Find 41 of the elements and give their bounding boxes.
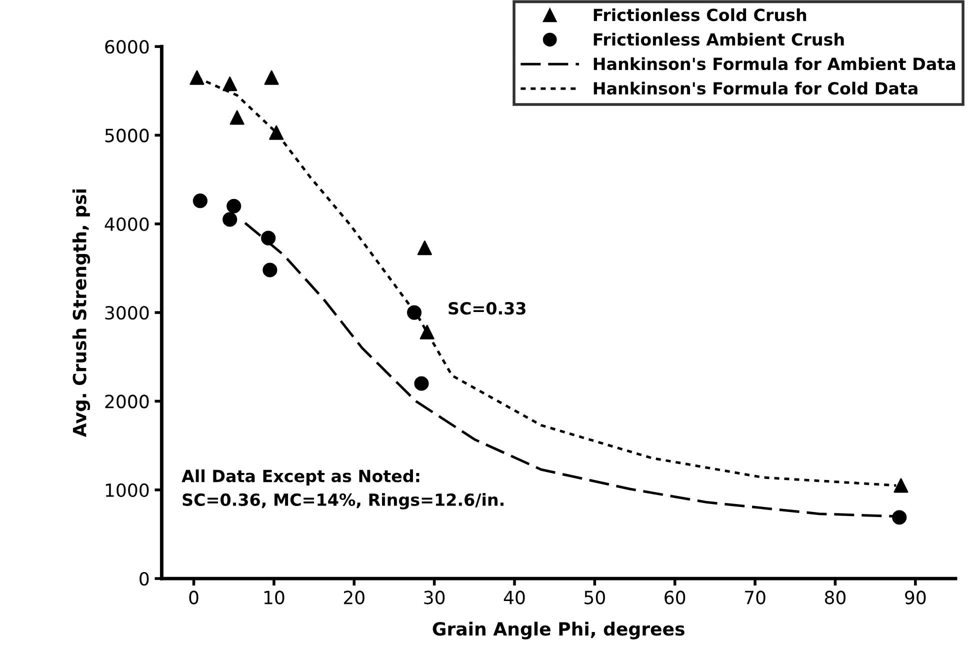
point bbox=[261, 230, 276, 246]
x-tick-label: 50 bbox=[584, 590, 605, 604]
point bbox=[892, 510, 907, 525]
point bbox=[230, 110, 244, 125]
x-tick-label: 80 bbox=[824, 590, 846, 604]
y-tick-label: 6000 bbox=[105, 40, 149, 54]
point bbox=[222, 212, 238, 227]
point bbox=[406, 305, 422, 320]
point bbox=[222, 76, 238, 92]
y-tick-label: 4000 bbox=[104, 217, 149, 231]
x-tick-label: 40 bbox=[504, 590, 525, 604]
y-tick-label: 1000 bbox=[106, 483, 149, 497]
x-axis-title: Grain Angle Phi, degrees bbox=[432, 622, 684, 640]
point bbox=[226, 198, 242, 214]
point bbox=[192, 194, 208, 208]
point bbox=[414, 376, 429, 391]
x-tick-label: 60 bbox=[664, 590, 686, 604]
y-axis-title: Avg. Crush Strength, psi bbox=[72, 190, 90, 438]
point bbox=[262, 262, 278, 278]
y-tick-label: 2000 bbox=[105, 394, 149, 408]
legend-label: Hankinson's Formula for Cold Data bbox=[594, 82, 918, 95]
legend-label: Frictionless Ambient Crush bbox=[594, 32, 844, 46]
point bbox=[894, 478, 908, 493]
x-tick-label: 10 bbox=[264, 590, 284, 604]
x-tick-label: 30 bbox=[424, 590, 445, 604]
legend-label: Hankinson's Formula for Ambient Data bbox=[594, 57, 956, 70]
x-tick-label: 20 bbox=[344, 590, 364, 604]
legend-label: Frictionless Cold Crush bbox=[594, 8, 806, 22]
y-tick-label: 5000 bbox=[105, 128, 149, 142]
point bbox=[264, 70, 279, 85]
point bbox=[420, 324, 434, 340]
y-tick-label: 0 bbox=[140, 572, 149, 586]
annotation: All Data Except as Noted: SC=0.36, MC=14%, Rings=12.6/in. bbox=[182, 469, 504, 510]
x-tick-label: 0 bbox=[189, 590, 198, 604]
x-tick-label: 70 bbox=[745, 590, 766, 604]
point bbox=[269, 125, 284, 140]
y-tick-label: 3000 bbox=[105, 306, 149, 320]
x-tick-label: 90 bbox=[905, 590, 926, 604]
point bbox=[190, 70, 204, 85]
point bbox=[417, 240, 432, 256]
annotation: SC=0.33 bbox=[448, 302, 526, 315]
